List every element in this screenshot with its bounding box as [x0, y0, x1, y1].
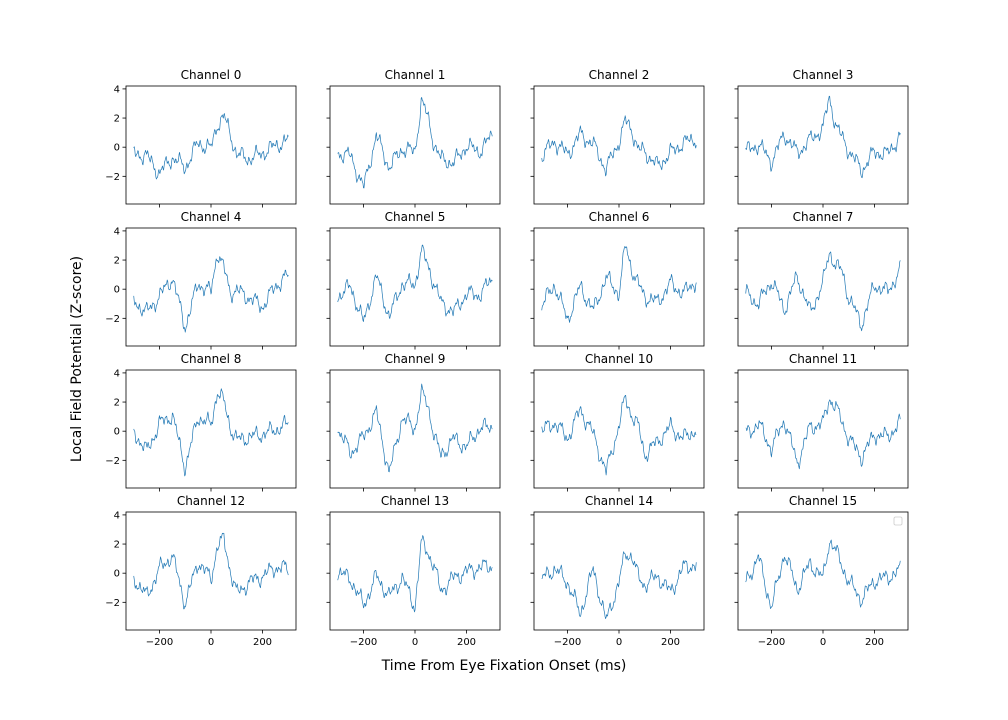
panel-title: Channel 11	[789, 352, 857, 366]
series-line	[337, 244, 493, 322]
panel-title: Channel 5	[385, 210, 446, 224]
y-tick-label: 0	[114, 285, 120, 296]
series-line	[337, 535, 493, 613]
axes-frame	[329, 85, 501, 205]
x-axis-label: Time From Eye Fixation Onset (ms)	[381, 658, 627, 674]
panel-title: Channel 7	[793, 210, 854, 224]
y-tick-label: 2	[114, 398, 120, 409]
panel-title: Channel 2	[589, 68, 650, 82]
panel-title: Channel 0	[181, 68, 242, 82]
series-line	[745, 539, 901, 609]
y-tick-label: 4	[114, 84, 120, 95]
axes-frame	[125, 85, 297, 205]
panel-channel-9: Channel 9	[326, 352, 501, 492]
panel-channel-0: Channel 0 −2 0 2 4	[105, 68, 297, 208]
x-tick-label: −200	[146, 637, 173, 648]
x-tick-label: 0	[208, 637, 214, 648]
series-line	[133, 113, 289, 180]
panel-title: Channel 4	[181, 210, 242, 224]
panel-channel-4: Channel 4 −2 0 2 4	[105, 210, 297, 350]
y-tick-label: 0	[114, 427, 120, 438]
series-line	[745, 95, 901, 179]
y-tick-label: −2	[105, 598, 120, 609]
series-line	[541, 115, 697, 177]
y-tick-label: 4	[114, 226, 120, 237]
series-line	[745, 399, 901, 470]
series-line	[133, 388, 289, 477]
y-axis-label: Local Field Potential (Z-score)	[69, 256, 85, 462]
panel-title: Channel 10	[585, 352, 653, 366]
x-tick-label: 200	[661, 637, 680, 648]
panel-channel-6: Channel 6	[530, 210, 705, 350]
axes-frame	[533, 369, 705, 489]
panel-title: Channel 3	[793, 68, 854, 82]
panel-title: Channel 15	[789, 494, 857, 508]
legend-box	[893, 516, 903, 526]
series-line	[133, 256, 289, 333]
series-line	[337, 97, 493, 189]
x-tick-label: 200	[865, 637, 884, 648]
panel-channel-8: Channel 8 −2 0 2 4	[105, 352, 297, 492]
y-tick-label: −2	[105, 456, 120, 467]
series-line	[541, 394, 697, 476]
y-tick-label: 4	[114, 510, 120, 521]
panel-title: Channel 1	[385, 68, 446, 82]
x-tick-label: −200	[350, 637, 377, 648]
series-line	[541, 551, 697, 619]
x-tick-label: 0	[412, 637, 418, 648]
x-tick-label: −200	[554, 637, 581, 648]
series-line	[745, 251, 901, 332]
x-tick-label: 200	[253, 637, 272, 648]
panel-title: Channel 13	[381, 494, 449, 508]
x-tick-label: 200	[457, 637, 476, 648]
panel-channel-10: Channel 10	[530, 352, 705, 492]
y-tick-label: −2	[105, 172, 120, 183]
panel-channel-12: Channel 12 −2 0 2 4 −200 0 200	[105, 494, 297, 648]
panel-channel-14: Channel 14 −200 0 200	[530, 494, 705, 648]
axes-frame	[737, 85, 909, 205]
panel-title: Channel 9	[385, 352, 446, 366]
panel-title: Channel 14	[585, 494, 653, 508]
axes-frame	[329, 511, 501, 631]
panel-grid: Channel 0 −2 0 2 4 Channel 1 Channel 2 Channel …	[105, 68, 909, 648]
panel-title: Channel 6	[589, 210, 650, 224]
series-line	[133, 532, 289, 610]
panel-channel-7: Channel 7	[734, 210, 909, 350]
panel-title: Channel 8	[181, 352, 242, 366]
panel-channel-1: Channel 1	[326, 68, 501, 208]
axes-frame	[125, 511, 297, 631]
y-tick-label: 2	[114, 114, 120, 125]
panel-channel-3: Channel 3	[734, 68, 909, 208]
y-tick-label: 4	[114, 368, 120, 379]
panel-channel-2: Channel 2	[530, 68, 705, 208]
panel-title: Channel 12	[177, 494, 245, 508]
panel-channel-5: Channel 5	[326, 210, 501, 350]
y-tick-label: 2	[114, 256, 120, 267]
panel-channel-13: Channel 13 −200 0 200	[326, 494, 501, 648]
y-tick-label: −2	[105, 314, 120, 325]
series-line	[337, 383, 493, 473]
x-tick-label: 0	[820, 637, 826, 648]
panel-channel-11: Channel 11	[734, 352, 909, 492]
y-tick-label: 0	[114, 569, 120, 580]
axes-frame	[125, 369, 297, 489]
panel-channel-15: Channel 15 −200 0 200	[734, 494, 909, 648]
y-tick-label: 2	[114, 540, 120, 551]
axes-frame	[329, 227, 501, 347]
x-tick-label: 0	[616, 637, 622, 648]
axes-frame	[737, 227, 909, 347]
y-tick-label: 0	[114, 143, 120, 154]
x-tick-label: −200	[758, 637, 785, 648]
series-line	[541, 246, 697, 323]
axes-frame	[533, 227, 705, 347]
